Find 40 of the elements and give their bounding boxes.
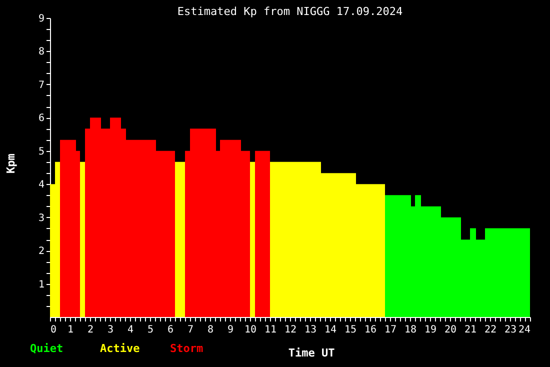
y-tick-label: 5 [38,146,44,158]
x-tick-label: 16 [364,324,377,336]
x-tick-label: 22 [484,324,497,336]
x-tick-label: 9 [227,324,234,336]
y-tick-label: 7 [38,80,44,91]
text: Quiet [30,342,64,355]
y-tick-label: 9 [38,14,44,24]
y-tick-label: 4 [38,180,44,191]
x-tick-label: 14 [324,324,337,336]
x-tick-label: 18 [404,324,417,336]
x-tick-label: 8 [207,324,214,336]
x-axis-title: Time UT [288,346,336,360]
x-tick-label: 21 [464,324,477,336]
x-tick-label: 23 [504,324,517,336]
chart-title: Estimated Kp from NIGGG 17.09.2024 [177,5,403,18]
x-tick-label: 13 [304,324,317,336]
x-tick-label: 3 [107,324,114,336]
x-tick-label: 17 [384,324,397,336]
x-tick-label: 11 [264,324,277,336]
x-tick-label: 5 [147,324,154,336]
y-tick-label: 2 [38,246,44,258]
x-tick-label: 12 [284,324,297,336]
x-tick-label: 0 [50,324,57,336]
text: Active [100,342,140,355]
y-tick-label: 8 [38,46,44,58]
x-tick-label: 19 [424,324,437,336]
x-tick-label: 20 [444,324,457,336]
x-tick-label: 15 [344,324,357,336]
y-axis-title: Kpm [4,153,18,174]
text: Storm [170,342,204,355]
x-tick-label: 10 [244,324,257,336]
x-tick-label: 7 [187,324,194,336]
y-tick-label: 3 [38,212,44,224]
x-tick-label: 1 [67,324,74,336]
x-tick-label: 4 [127,324,134,336]
y-tick-label: 1 [38,279,44,290]
y-tick-label: 6 [38,113,44,124]
x-tick-label: 24 [518,324,530,336]
x-tick-label: 6 [167,324,174,336]
x-tick-label: 2 [87,324,94,336]
